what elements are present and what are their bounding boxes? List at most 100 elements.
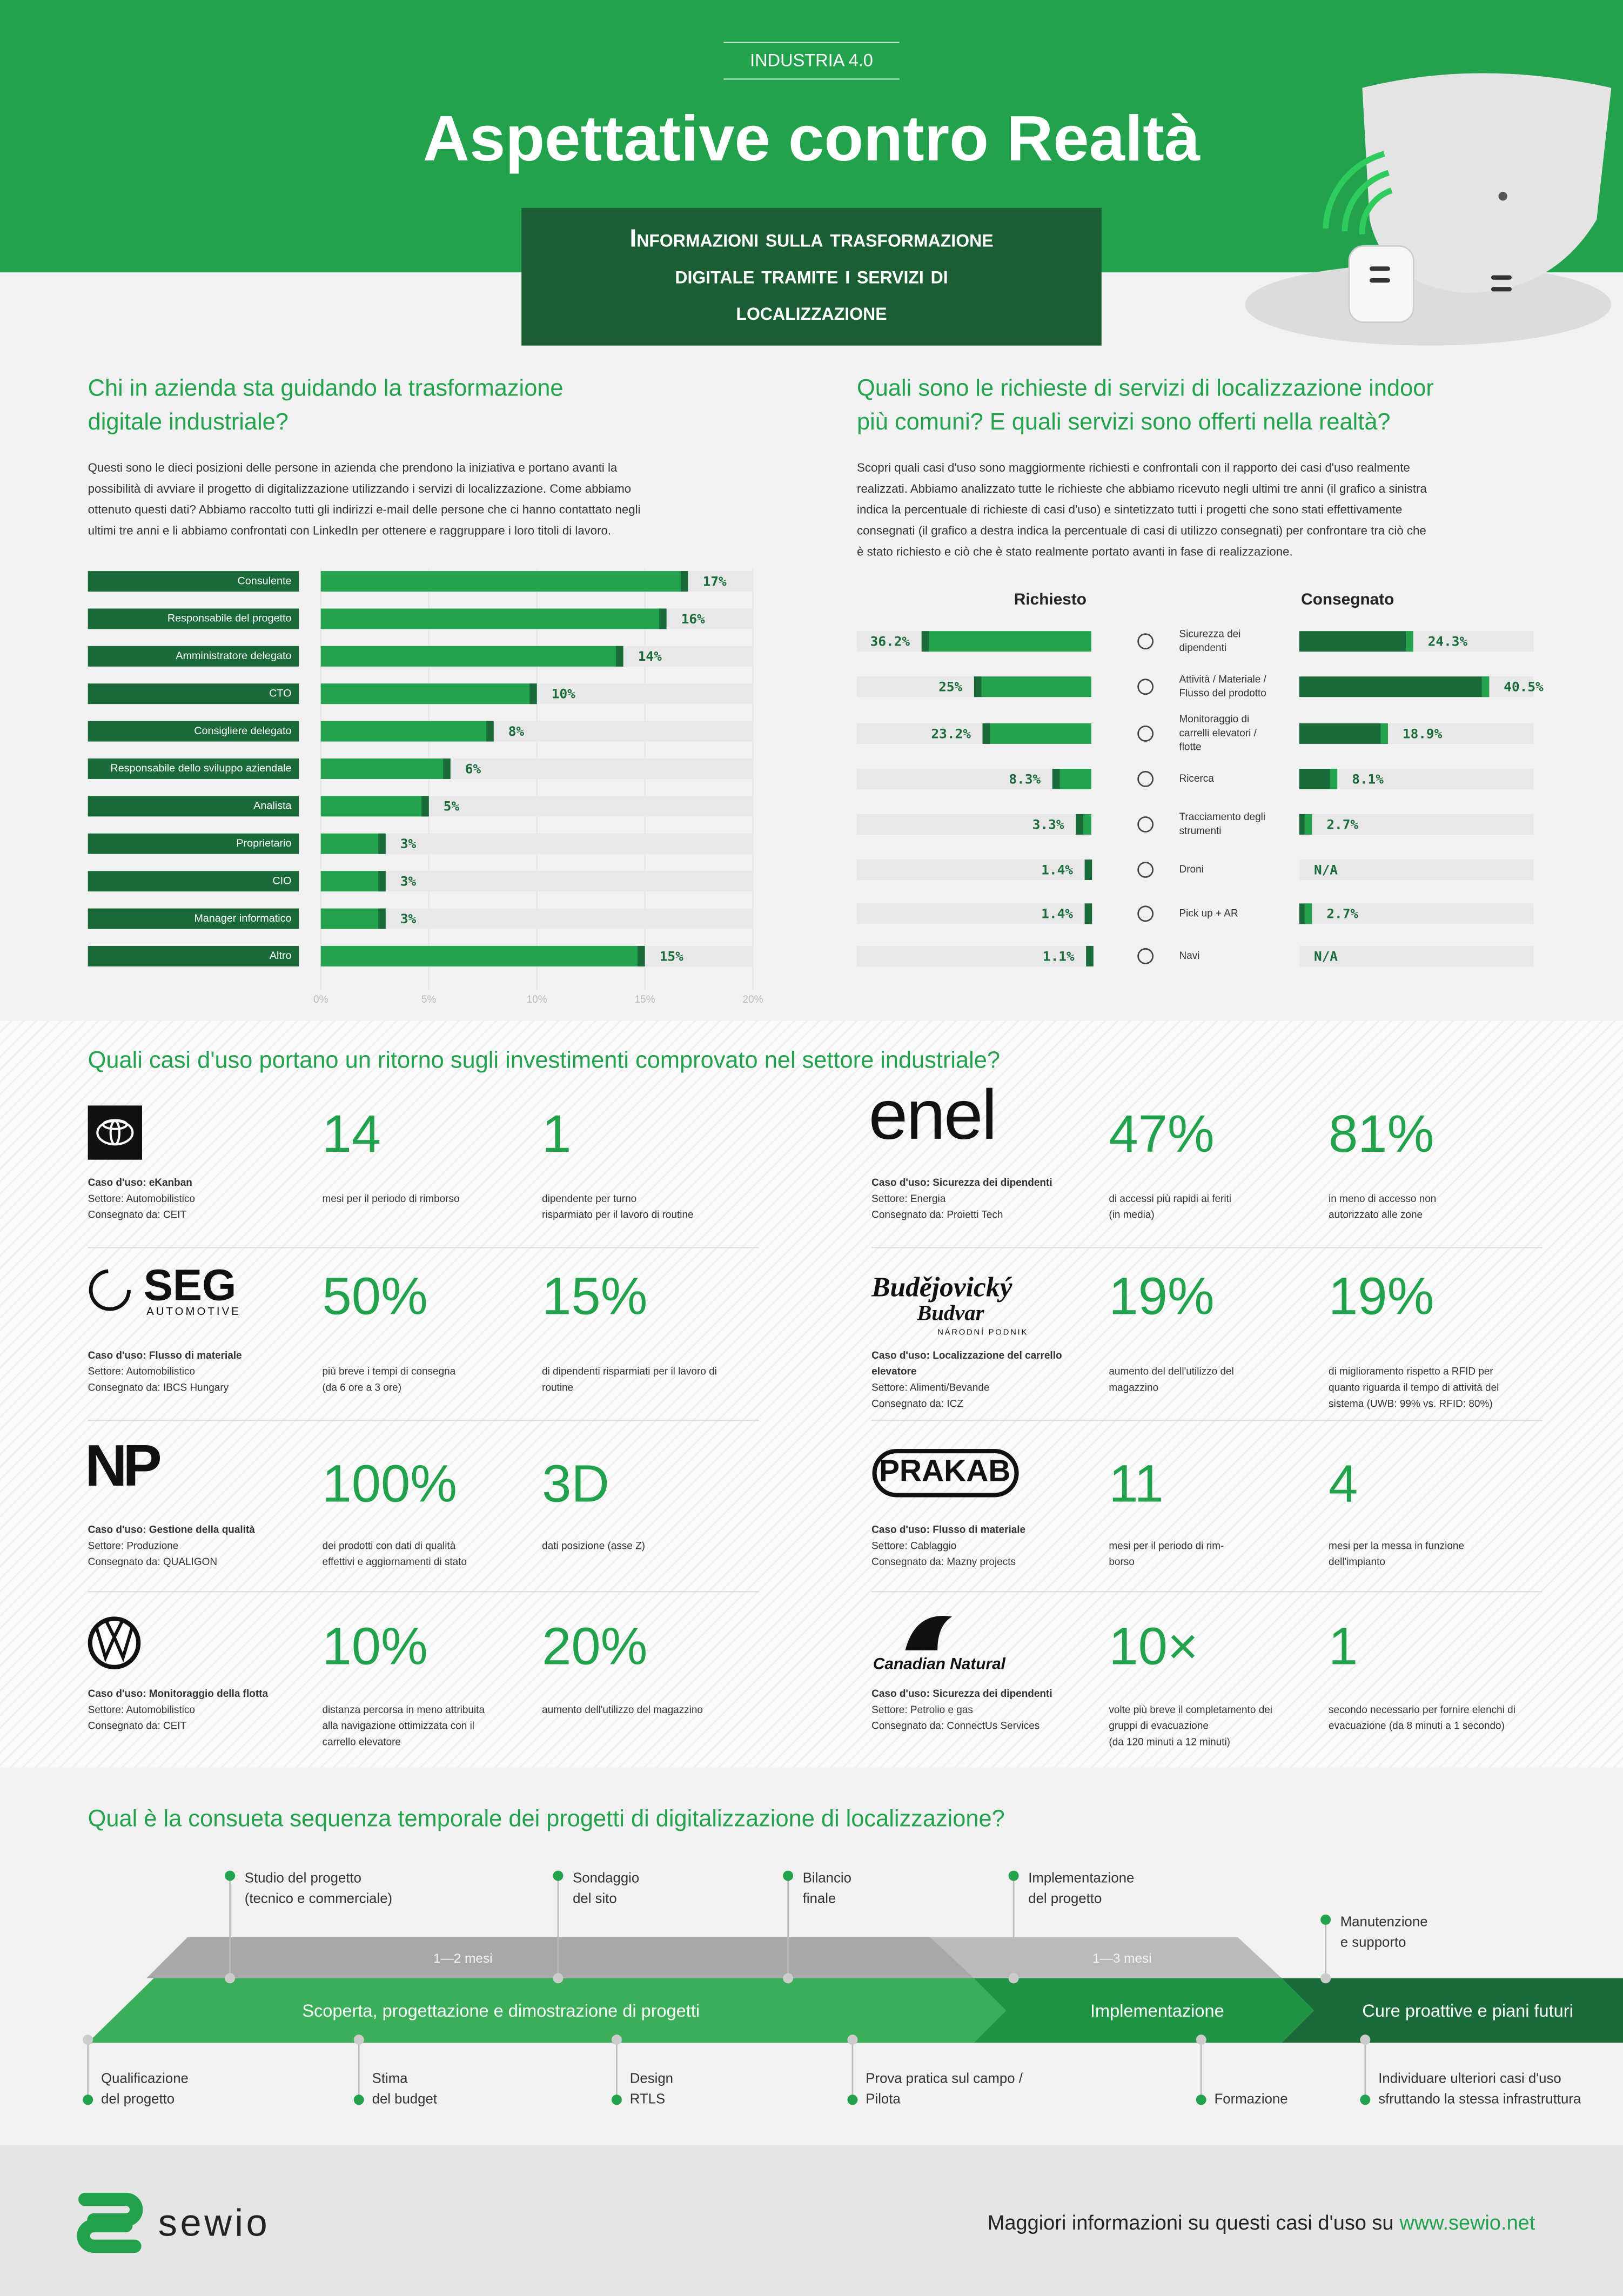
category-label: Attività / Materiale / Flusso del prodot…	[1179, 674, 1270, 699]
paragraph: è stato richiesto e ciò che è stato real…	[857, 545, 1293, 558]
paragraph: ottenuto questi dati? Abbiamo raccolto t…	[88, 503, 641, 516]
stat-text: distanza percorsa in meno attribuita	[322, 1704, 485, 1716]
logo-text: enel	[869, 1075, 996, 1154]
x-tick-label: 15%	[635, 994, 655, 1005]
stat-text: dei prodotti con dati di qualità	[322, 1540, 455, 1552]
stat-value: 1	[1329, 1616, 1358, 1675]
category-label: Monitoraggio di carrelli elevatori / flo…	[1179, 714, 1260, 753]
stat-value: 10%	[322, 1616, 427, 1675]
milestone-dot	[1196, 2035, 1206, 2045]
bar-cap	[378, 908, 386, 929]
milestone-label: Stima	[372, 2071, 408, 2086]
milestone-dot	[553, 1870, 564, 1881]
case-partner: Consegnato da: Mazny projects	[871, 1556, 1016, 1568]
bar-cap	[1304, 903, 1312, 924]
stat-text: sistema (UWB: 99% vs. RFID: 80%)	[1329, 1398, 1493, 1409]
value-label: 8.3%	[1009, 771, 1041, 787]
case-partner: Consegnato da: QUALIGON	[88, 1556, 217, 1568]
category-label: Consigliere delegato	[194, 725, 291, 737]
bar	[320, 908, 386, 929]
milestone-dot	[611, 2094, 622, 2105]
category-label: Responsabile dello sviluppo aziendale	[110, 762, 291, 774]
category-label: Responsabile del progetto	[167, 613, 292, 625]
category-label: CTO	[269, 687, 291, 699]
value-label: 1.4%	[1041, 862, 1073, 877]
stat-text: di miglioramento rispetto a RFID per	[1329, 1366, 1493, 1378]
bar-track	[857, 903, 1091, 924]
milestone-dot	[1008, 1973, 1019, 1984]
value-label: 3%	[400, 874, 417, 889]
milestone-dot	[83, 2094, 93, 2105]
category-band	[88, 571, 299, 592]
stat-text: effettivi e aggiornamenti di stato	[322, 1556, 467, 1568]
category-band	[88, 646, 299, 667]
milestone-label: (tecnico e commerciale)	[245, 1891, 392, 1906]
value-label: 2.7%	[1326, 906, 1358, 922]
value-label: 36.2%	[870, 634, 910, 649]
bar-cap	[421, 796, 429, 817]
value-label: 2.7%	[1326, 816, 1358, 832]
stat-text: dell'impianto	[1329, 1556, 1385, 1568]
logo-text: AUTOMOTIVE	[146, 1306, 241, 1318]
bar-cap	[1084, 903, 1092, 924]
category-label: Navi	[1179, 950, 1200, 962]
case-title: elevatore	[871, 1366, 916, 1378]
bar-cap	[616, 646, 623, 667]
milestone-label: Manutenzione	[1340, 1915, 1428, 1930]
stat-value: 47%	[1109, 1104, 1214, 1163]
case-title: Caso d'uso: eKanban	[88, 1177, 192, 1189]
bar-cap	[378, 833, 386, 854]
milestone-label: del budget	[372, 2092, 437, 2107]
milestone-dot	[611, 2035, 622, 2045]
bar-cap	[529, 683, 537, 704]
category-label: Amministratore delegato	[176, 650, 291, 662]
bar	[921, 631, 1091, 652]
phase-label: Implementazione	[1090, 2001, 1224, 2020]
bar	[320, 721, 494, 742]
milestone-label: Studio del progetto	[245, 1870, 361, 1885]
value-label: 25%	[938, 679, 962, 695]
milestone-label: Individuare ulteriori casi d'uso	[1378, 2071, 1561, 2086]
category-icon	[1137, 816, 1154, 833]
section-title: digitale industriale?	[88, 409, 289, 435]
milestone-label: Formazione	[1215, 2092, 1288, 2107]
kicker: INDUSTRIA 4.0	[750, 50, 873, 70]
milestone-label: RTLS	[630, 2092, 665, 2107]
logo-text: NÁRODNÍ PODNIK	[937, 1327, 1028, 1337]
milestone-dot	[353, 2094, 364, 2105]
milestone-label: del progetto	[1028, 1891, 1102, 1906]
category-icon	[1137, 633, 1154, 650]
milestone-dot	[1360, 2094, 1371, 2105]
section-title: più comuni? E quali servizi sono offerti…	[857, 409, 1391, 435]
bar-cap	[1052, 768, 1060, 789]
value-label: 16%	[681, 611, 705, 627]
stat-value: 14	[322, 1104, 381, 1163]
value-label: N/A	[1314, 862, 1338, 877]
category-band	[88, 871, 299, 892]
x-tick-label: 0%	[313, 994, 328, 1005]
milestone-label: e supporto	[1340, 1935, 1406, 1950]
bar-cap	[659, 608, 667, 629]
bar-track	[320, 833, 753, 854]
category-band	[88, 908, 299, 929]
subtitle: digitale tramite i servizi di	[675, 260, 948, 288]
phase-band	[88, 1978, 1040, 2043]
bar-cap	[378, 871, 386, 892]
milestone-dot	[553, 1973, 564, 1984]
stat-text: autorizzato alle zone	[1329, 1210, 1423, 1221]
logo-text: SEG	[144, 1261, 237, 1310]
category-label: Pick up + AR	[1179, 908, 1238, 919]
stat-text: in meno di accesso non	[1329, 1193, 1436, 1205]
logo-toyota	[88, 1105, 142, 1160]
stat-value: 1	[542, 1104, 571, 1163]
stat-text: mesi per il periodo di rimborso	[322, 1193, 459, 1205]
bar-track	[857, 945, 1091, 966]
phase-band	[1282, 1978, 1623, 2043]
category-label: CIO	[272, 875, 291, 887]
bar-track	[1299, 768, 1534, 789]
subtitle: Informazioni sulla trasformazione	[629, 224, 993, 252]
milestone-label: Design	[630, 2071, 673, 2086]
stat-text: secondo necessario per fornire elenchi d…	[1329, 1704, 1515, 1716]
category-band	[88, 721, 299, 742]
category-band	[88, 683, 299, 704]
